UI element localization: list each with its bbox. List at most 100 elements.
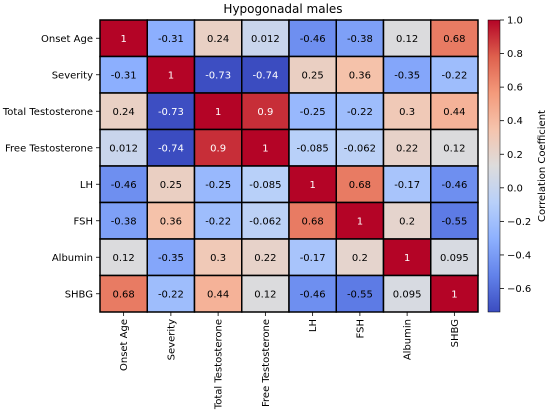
cell-value-label: -0.46 xyxy=(111,180,137,191)
heatmap-cell xyxy=(99,238,148,277)
heatmap-cell xyxy=(288,92,337,131)
heatmap-cell xyxy=(430,201,479,240)
cell-value-label: 0.12 xyxy=(443,143,465,154)
y-tick-label: FSH xyxy=(74,216,93,227)
cell-value-label: -0.74 xyxy=(158,143,184,154)
heatmap-cells xyxy=(99,19,479,313)
cell-value-label: 0.9 xyxy=(210,143,226,154)
cell-value-label: 0.095 xyxy=(393,289,422,300)
colorbar-tick-label: −0.4 xyxy=(507,250,531,261)
heatmap-cell xyxy=(335,201,385,240)
cell-value-label: -0.17 xyxy=(394,180,420,191)
heatmap-cell xyxy=(288,128,337,167)
heatmap-cell xyxy=(146,55,196,94)
cell-value-label: 0.68 xyxy=(349,180,371,191)
heatmap-cell xyxy=(193,92,243,131)
cell-value-label: 0.36 xyxy=(160,216,182,227)
x-tick-label: LH xyxy=(308,319,319,332)
colorbar-tick-label: 0.2 xyxy=(507,150,523,161)
cell-value-label: -0.22 xyxy=(158,289,184,300)
cell-value-label: 0.012 xyxy=(251,34,280,45)
x-axis-tick-labels: Onset Age Severity Total Testosterone Free … xyxy=(119,312,461,410)
cell-value-label: -0.22 xyxy=(347,107,373,118)
cell-value-label: -0.062 xyxy=(249,216,281,227)
cell-value-label: 0.22 xyxy=(396,143,418,154)
cell-value-label: -0.55 xyxy=(347,289,373,300)
heatmap-cell xyxy=(382,92,432,131)
cell-value-label: 0.25 xyxy=(160,180,182,191)
cell-value-label: 1 xyxy=(309,180,315,191)
cell-value-label: 0.68 xyxy=(443,34,465,45)
colorbar-gradient xyxy=(487,19,501,313)
cell-value-label: 1 xyxy=(120,34,126,45)
cell-value-label: -0.38 xyxy=(111,216,137,227)
y-tick-label: Severity xyxy=(52,70,93,81)
y-tick-label: Onset Age xyxy=(41,34,93,45)
cell-value-label: 0.2 xyxy=(352,253,368,264)
colorbar-tick-label: 0.6 xyxy=(507,83,523,94)
heatmap-cell xyxy=(288,165,337,204)
heatmap-cell xyxy=(193,128,243,167)
x-tick-label: SHBG xyxy=(450,319,461,347)
heatmap-cell xyxy=(146,238,196,277)
chart-title: Hypogonadal males xyxy=(223,2,342,16)
heatmap-cell xyxy=(241,165,290,204)
cell-value-label: 1 xyxy=(357,216,363,227)
colorbar-tick-label: −0.2 xyxy=(507,217,531,228)
y-tick-label: Albumin xyxy=(52,253,93,264)
colorbar-tick-label: 0.8 xyxy=(507,49,523,60)
heatmap-cell xyxy=(335,19,385,58)
cell-value-label: -0.55 xyxy=(441,216,467,227)
heatmap-cell xyxy=(193,274,243,313)
cell-value-label: -0.31 xyxy=(158,34,184,45)
cell-value-label: -0.74 xyxy=(252,70,278,81)
colorbar-label: Correlation Coefficient xyxy=(537,110,548,222)
cell-value-label: 0.24 xyxy=(112,107,134,118)
heatmap-cell xyxy=(146,201,196,240)
cell-value-label: -0.25 xyxy=(205,180,231,191)
cell-value-label: 0.25 xyxy=(301,70,323,81)
heatmap-cell xyxy=(241,55,290,94)
heatmap-cell xyxy=(335,238,385,277)
cell-value-label: 0.44 xyxy=(207,289,229,300)
cell-value-label: 0.68 xyxy=(301,216,323,227)
cell-value-label: 1 xyxy=(168,70,174,81)
y-tick-label: Total Testosterone xyxy=(2,107,93,118)
cell-value-label: 0.12 xyxy=(254,289,276,300)
heatmap-cell xyxy=(288,238,337,277)
cell-value-label: -0.73 xyxy=(158,107,184,118)
colorbar-tick-label: 1.0 xyxy=(507,16,523,27)
heatmap-cell xyxy=(288,201,337,240)
cell-value-label: -0.085 xyxy=(249,180,281,191)
cell-value-label: 0.44 xyxy=(443,107,465,118)
heatmap-cell xyxy=(382,238,432,277)
heatmap-cell xyxy=(430,92,479,131)
heatmap-cell xyxy=(241,92,290,131)
cell-value-label: -0.46 xyxy=(441,180,467,191)
heatmap-cell xyxy=(430,238,479,277)
cell-value-label: 0.22 xyxy=(254,253,276,264)
cell-value-label: 0.3 xyxy=(210,253,226,264)
x-tick-label: Onset Age xyxy=(119,319,130,371)
heatmap-cell xyxy=(335,92,385,131)
cell-value-label: -0.17 xyxy=(300,253,326,264)
x-tick-label: Total Testosterone xyxy=(214,319,225,410)
y-tick-label: LH xyxy=(80,180,93,191)
cell-value-label: 0.12 xyxy=(396,34,418,45)
cell-value-label: -0.35 xyxy=(394,70,420,81)
cell-value-label: 0.9 xyxy=(257,107,273,118)
cell-value-label: -0.73 xyxy=(205,70,231,81)
heatmap-cell xyxy=(430,55,479,94)
x-tick-label: Free Testosterone xyxy=(261,319,272,407)
x-tick-label: FSH xyxy=(355,319,366,338)
heatmap-cell xyxy=(288,274,337,313)
heatmap-cell xyxy=(430,19,479,58)
cell-value-label: 0.095 xyxy=(440,253,469,264)
heatmap-cell-labels: 1 -0.31 0.24 0.012 -0.46 -0.38 0.12 0.68 -0.31 1 -… xyxy=(109,34,468,301)
x-tick-label: Severity xyxy=(166,319,177,360)
cell-value-label: -0.25 xyxy=(300,107,326,118)
cell-value-label: 0.24 xyxy=(207,34,229,45)
cell-value-label: 0.012 xyxy=(109,143,138,154)
cell-value-label: -0.062 xyxy=(344,143,376,154)
